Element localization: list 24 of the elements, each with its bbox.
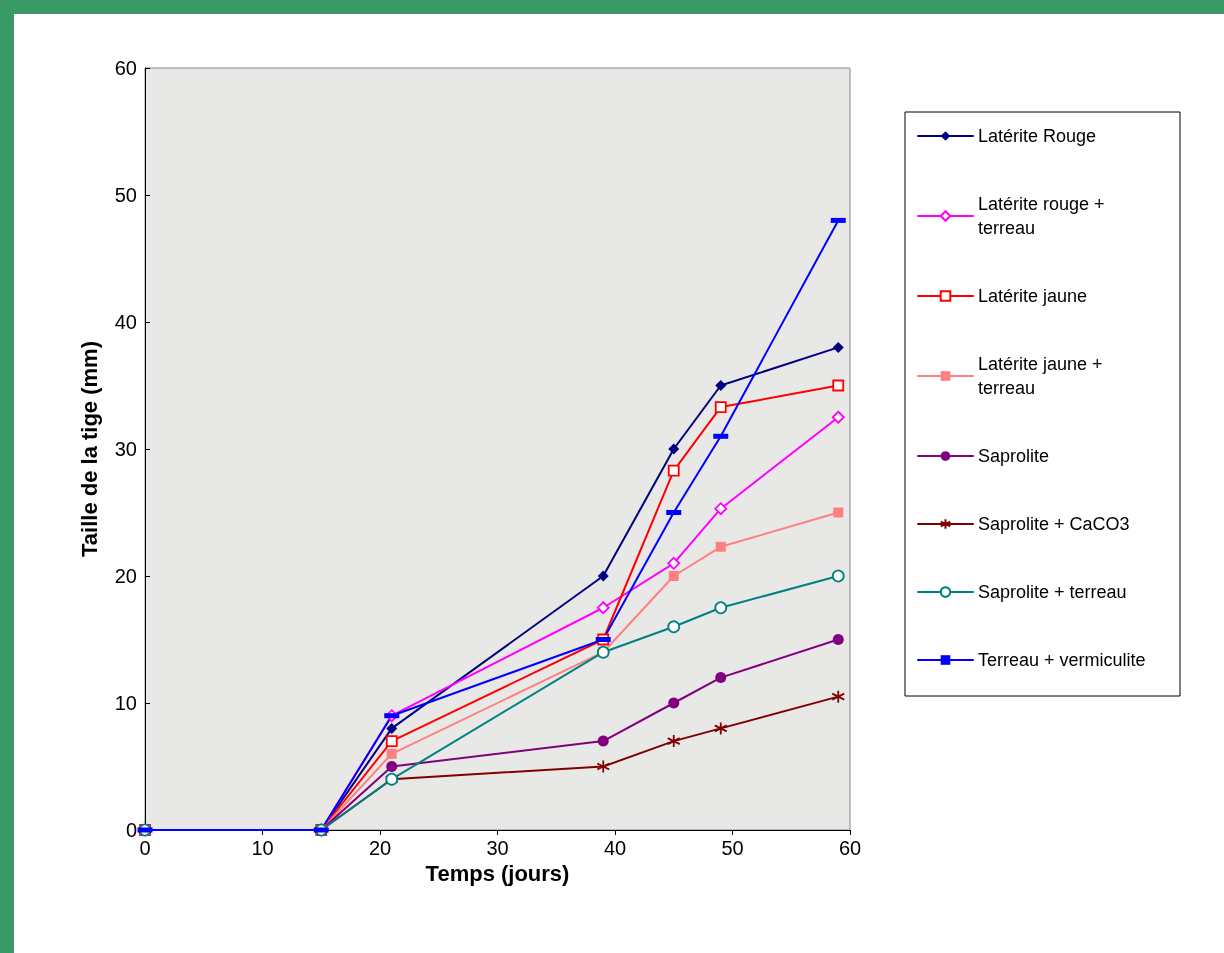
y-tick-label: 20 <box>114 565 137 587</box>
x-tick-label: 20 <box>368 837 392 859</box>
legend-label: Saprolite <box>978 446 1050 466</box>
y-tick-label: 40 <box>114 311 137 333</box>
x-tick-label: 30 <box>486 837 509 859</box>
legend-label: Saprolite + CaCO3 <box>978 514 1130 534</box>
y-tick-label: 10 <box>114 692 137 714</box>
y-tick-label: 50 <box>114 184 137 206</box>
x-tick-label: 60 <box>838 837 862 859</box>
y-tick-label: 0 <box>125 819 137 841</box>
legend-label: Latérite jaune + terreau <box>978 354 1108 398</box>
legend-label: Saprolite + terreau <box>978 582 1127 602</box>
y-axis-title: Taille de la tige (mm) <box>76 341 102 557</box>
legend-label: Terreau + vermiculite <box>978 650 1146 670</box>
x-tick-label: 50 <box>721 837 744 859</box>
y-tick-label: 60 <box>114 57 137 79</box>
x-tick-label: 10 <box>251 837 274 859</box>
x-tick-label: 0 <box>139 837 151 859</box>
legend-label: Latérite jaune <box>978 286 1088 306</box>
x-axis-title: Temps (jours) <box>425 861 570 887</box>
x-tick-label: 40 <box>603 837 627 859</box>
legend-label: Latérite Rouge <box>978 126 1097 146</box>
legend-label: Latérite rouge + terreau <box>978 194 1110 238</box>
y-tick-label: 30 <box>114 438 137 460</box>
